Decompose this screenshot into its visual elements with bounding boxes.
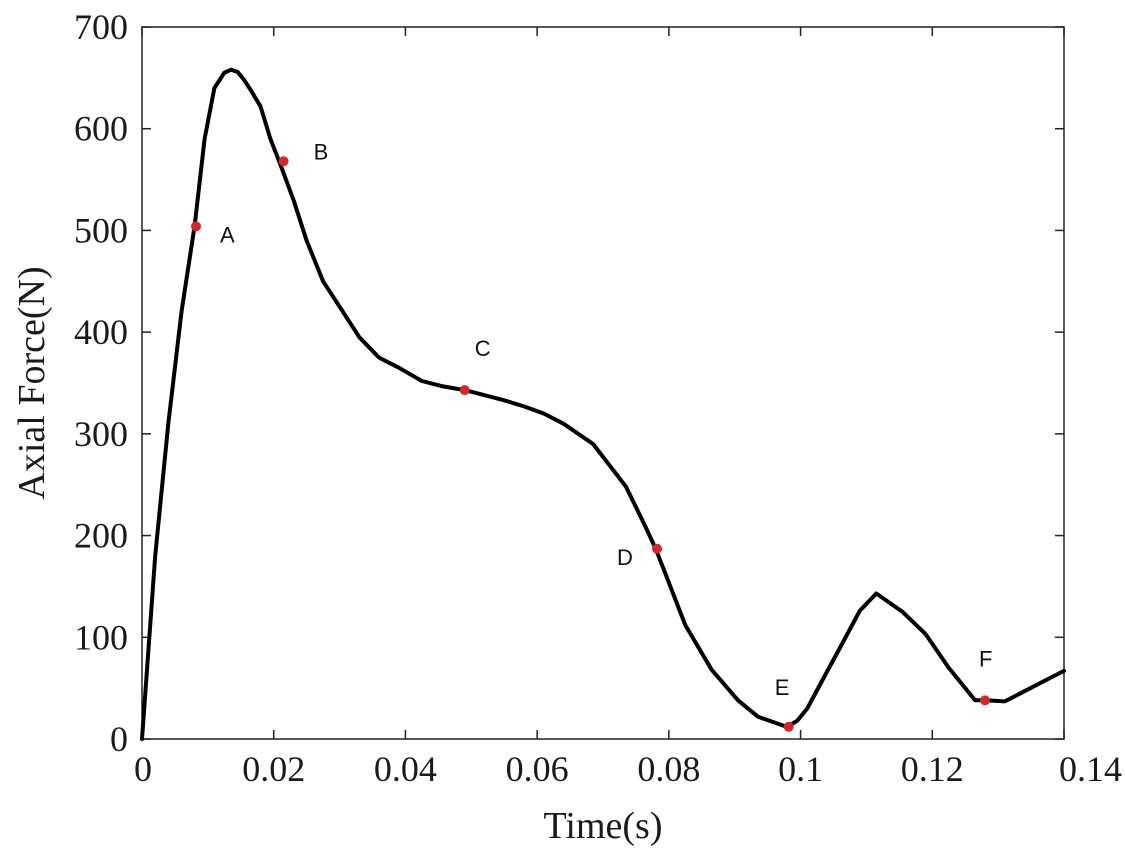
x-tick-label: 0.04: [374, 749, 437, 789]
point-label-d: D: [617, 545, 633, 570]
y-tick-label: 500: [74, 210, 128, 250]
point-label-b: B: [314, 139, 329, 164]
point-label-f: F: [979, 646, 992, 671]
x-tick-label: 0: [134, 749, 152, 789]
plot-area-frame: [141, 26, 1065, 740]
y-tick-label: 200: [74, 516, 128, 556]
point-label-c: C: [475, 336, 491, 361]
x-tick-label: 0.1: [778, 749, 823, 789]
y-axis-title: Axial Force(N): [11, 266, 53, 499]
point-marker-b: [278, 156, 289, 167]
x-tick-label: 0.12: [901, 749, 964, 789]
point-marker-d: [652, 543, 663, 554]
y-axis: 0 100 200 300 400 500 600 700: [74, 7, 1064, 759]
axial-force-series-line: [140, 67, 1066, 741]
x-axis-title: Time(s): [544, 805, 663, 847]
x-tick-label: 0.08: [637, 749, 700, 789]
y-tick-label: 400: [74, 312, 128, 352]
x-axis: 0 0.02 0.04 0.06 0.08 0.1 0.12 0.14: [134, 27, 1122, 789]
x-tick-label: 0.14: [1059, 749, 1122, 789]
y-tick-label: 0: [110, 719, 128, 759]
point-marker-c: [459, 385, 470, 396]
x-tick-label: 0.06: [506, 749, 569, 789]
point-marker-a: [191, 221, 202, 232]
y-tick-label: 100: [74, 617, 128, 657]
y-tick-label: 300: [74, 414, 128, 454]
point-marker-f: [979, 695, 990, 706]
y-tick-label: 700: [74, 7, 128, 47]
marked-points: A B C D E F: [191, 139, 992, 732]
point-marker-e: [783, 721, 794, 732]
point-label-e: E: [775, 675, 790, 700]
y-tick-label: 600: [74, 109, 128, 149]
x-tick-label: 0.02: [242, 749, 305, 789]
point-label-a: A: [220, 222, 235, 247]
